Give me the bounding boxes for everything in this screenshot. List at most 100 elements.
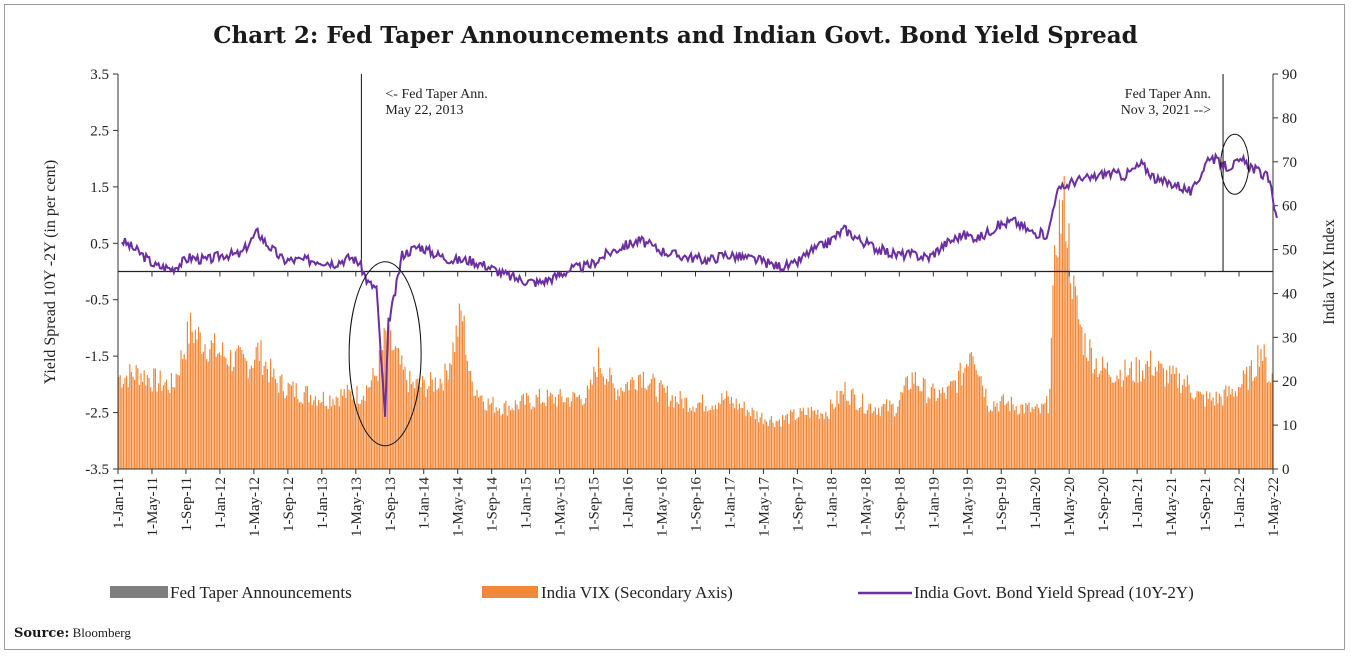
vix-bar bbox=[412, 381, 414, 469]
vix-bar bbox=[1183, 379, 1185, 469]
y-tick-label: -0.5 bbox=[85, 293, 109, 309]
vix-bar bbox=[930, 387, 932, 469]
vix-bar bbox=[718, 402, 720, 469]
vix-bar bbox=[612, 383, 614, 469]
vix-bar bbox=[604, 384, 606, 469]
vix-bar bbox=[436, 389, 438, 469]
vix-bar bbox=[478, 397, 480, 469]
vix-bar bbox=[1015, 406, 1017, 469]
vix-bar bbox=[1105, 369, 1107, 469]
vix-bar bbox=[234, 351, 236, 469]
vix-bar bbox=[577, 396, 579, 469]
vix-bar bbox=[900, 391, 902, 469]
vix-bar bbox=[1060, 233, 1062, 469]
vix-bar bbox=[354, 403, 356, 469]
highlight-ellipse-2013 bbox=[348, 261, 422, 447]
legend-label-vix: India VIX (Secondary Axis) bbox=[541, 583, 733, 602]
vix-bar bbox=[175, 373, 177, 469]
vix-bar bbox=[492, 396, 494, 469]
vix-bar bbox=[959, 362, 961, 469]
chart-title: Chart 2: Fed Taper Announcements and Ind… bbox=[213, 22, 1138, 49]
vix-bar bbox=[602, 376, 604, 469]
vix-bar bbox=[252, 368, 254, 469]
vix-bar bbox=[614, 388, 616, 469]
vix-bar bbox=[962, 372, 964, 469]
vix-bar bbox=[671, 395, 673, 469]
vix-bar bbox=[690, 410, 692, 469]
vix-bar bbox=[951, 381, 953, 469]
vix-bar bbox=[945, 399, 947, 469]
vix-bar bbox=[890, 404, 892, 469]
vix-bar bbox=[810, 406, 812, 469]
vix-bar bbox=[618, 396, 620, 469]
vix-bar bbox=[378, 350, 380, 469]
vix-bar bbox=[1148, 366, 1150, 469]
vix-bar bbox=[532, 406, 534, 469]
x-tick-label: 1-Jan-21 bbox=[1130, 477, 1146, 530]
vix-bar bbox=[689, 407, 691, 469]
vix-bar bbox=[742, 408, 744, 469]
vix-bar bbox=[974, 364, 976, 469]
vix-bar bbox=[844, 382, 846, 469]
vix-bar bbox=[964, 367, 966, 469]
vix-bar bbox=[266, 369, 268, 469]
vix-bar bbox=[1145, 363, 1147, 469]
vix-bar bbox=[386, 341, 388, 469]
vix-bar bbox=[796, 418, 798, 469]
vix-bar bbox=[748, 412, 750, 469]
vix-bar bbox=[937, 397, 939, 469]
vix-bar bbox=[1266, 382, 1268, 469]
vix-bar bbox=[694, 411, 696, 469]
vix-bar bbox=[394, 346, 396, 469]
vix-bar bbox=[598, 347, 600, 469]
vix-bar bbox=[1074, 286, 1076, 469]
vix-bar bbox=[215, 356, 217, 469]
vix-bar bbox=[521, 395, 523, 469]
vix-bar bbox=[183, 354, 185, 469]
vix-bar bbox=[164, 382, 166, 469]
vix-bar bbox=[1241, 384, 1243, 469]
vix-bar bbox=[431, 379, 433, 469]
vix-bar bbox=[214, 333, 216, 469]
vix-bar bbox=[1146, 361, 1148, 469]
vix-bar bbox=[166, 379, 168, 469]
vix-bar bbox=[537, 397, 539, 469]
vix-bar bbox=[1258, 366, 1260, 469]
vix-bar bbox=[804, 414, 806, 469]
vix-bar bbox=[793, 409, 795, 469]
vix-bar bbox=[778, 419, 780, 469]
vix-bar bbox=[1271, 373, 1273, 469]
vix-bar bbox=[634, 389, 636, 469]
vix-bar bbox=[567, 397, 569, 469]
vix-bar bbox=[702, 394, 704, 469]
vix-bar bbox=[402, 369, 404, 469]
vix-bar bbox=[258, 360, 260, 469]
vix-bar bbox=[1111, 382, 1113, 469]
vix-bar bbox=[825, 411, 827, 469]
vix-bar bbox=[463, 315, 465, 469]
vix-bar bbox=[1194, 397, 1196, 469]
vix-bar bbox=[300, 401, 302, 469]
vix-bar bbox=[1222, 405, 1224, 469]
vix-bar bbox=[570, 401, 572, 469]
vix-bar bbox=[313, 400, 315, 469]
vix-bar bbox=[545, 406, 547, 469]
vix-bar bbox=[442, 390, 444, 469]
vix-bar bbox=[833, 408, 835, 469]
vix-bar bbox=[382, 350, 384, 469]
vix-bar bbox=[905, 377, 907, 469]
vix-bar bbox=[927, 397, 929, 469]
vix-bar bbox=[518, 409, 520, 469]
vix-bar bbox=[1247, 389, 1249, 469]
vix-bar bbox=[1242, 370, 1244, 469]
vix-bar bbox=[396, 347, 398, 469]
vix-bar bbox=[548, 396, 550, 469]
vix-bar bbox=[450, 364, 452, 469]
vix-bar bbox=[999, 401, 1001, 469]
vix-bar bbox=[254, 359, 256, 469]
vix-bar bbox=[823, 419, 825, 469]
vix-bar bbox=[652, 373, 654, 469]
vix-bar bbox=[534, 407, 536, 469]
vix-bar bbox=[730, 396, 732, 469]
y2-tick-label: 0 bbox=[1282, 462, 1290, 478]
